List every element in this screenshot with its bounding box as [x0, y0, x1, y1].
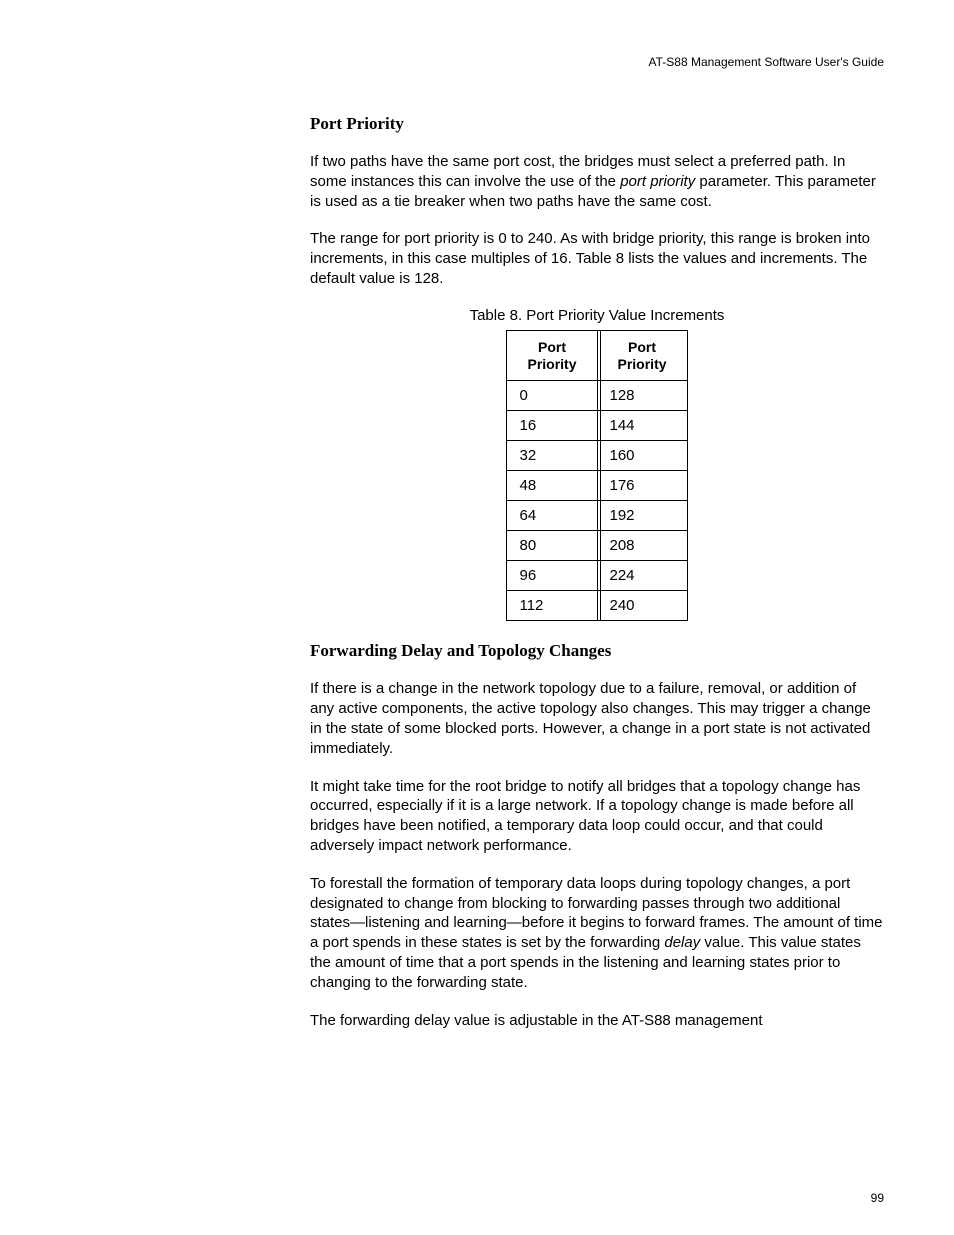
port-priority-table: PortPriority PortPriority 0128 16144 321… [506, 330, 687, 622]
table-cell: 240 [597, 591, 687, 621]
header-line: Port [538, 339, 566, 355]
text-italic-port-priority: port priority [620, 173, 695, 190]
para-forwarding-1: If there is a change in the network topo… [310, 679, 884, 758]
table-body: 0128 16144 32160 48176 64192 80208 96224… [507, 381, 687, 621]
para-port-priority-1: If two paths have the same port cost, th… [310, 152, 884, 211]
table-header-col1: PortPriority [507, 330, 597, 381]
table-cell: 96 [507, 561, 597, 591]
para-port-priority-2: The range for port priority is 0 to 240.… [310, 229, 884, 288]
table-row: 80208 [507, 531, 687, 561]
table-cell: 80 [507, 531, 597, 561]
table-row: 16144 [507, 411, 687, 441]
header-line: Priority [618, 356, 667, 372]
header-guide-title: AT-S88 Management Software User's Guide [70, 55, 884, 69]
table-cell: 0 [507, 381, 597, 411]
table-row: 112240 [507, 591, 687, 621]
table-cell: 160 [597, 441, 687, 471]
table-row: 32160 [507, 441, 687, 471]
para-forwarding-3: To forestall the formation of temporary … [310, 874, 884, 993]
table-cell: 128 [597, 381, 687, 411]
header-line: Port [628, 339, 656, 355]
content-area: Port Priority If two paths have the same… [310, 114, 884, 1030]
table-cell: 144 [597, 411, 687, 441]
section-heading-forwarding-delay: Forwarding Delay and Topology Changes [310, 641, 884, 661]
section-heading-port-priority: Port Priority [310, 114, 884, 134]
table-cell: 224 [597, 561, 687, 591]
table-cell: 32 [507, 441, 597, 471]
table-cell: 16 [507, 411, 597, 441]
para-forwarding-2: It might take time for the root bridge t… [310, 777, 884, 856]
para-forwarding-4: The forwarding delay value is adjustable… [310, 1011, 884, 1031]
table-header-row: PortPriority PortPriority [507, 330, 687, 381]
table-caption: Table 8. Port Priority Value Increments [310, 307, 884, 324]
table-cell: 48 [507, 471, 597, 501]
page-number: 99 [871, 1191, 884, 1205]
table-row: 96224 [507, 561, 687, 591]
table-row: 0128 [507, 381, 687, 411]
table-row: 64192 [507, 501, 687, 531]
table-row: 48176 [507, 471, 687, 501]
table-cell: 112 [507, 591, 597, 621]
table-cell: 208 [597, 531, 687, 561]
page-container: AT-S88 Management Software User's Guide … [0, 0, 954, 1235]
text-italic-delay: delay [664, 934, 700, 951]
table-cell: 64 [507, 501, 597, 531]
header-line: Priority [527, 356, 576, 372]
table-cell: 192 [597, 501, 687, 531]
table-header-col2: PortPriority [597, 330, 687, 381]
table-cell: 176 [597, 471, 687, 501]
